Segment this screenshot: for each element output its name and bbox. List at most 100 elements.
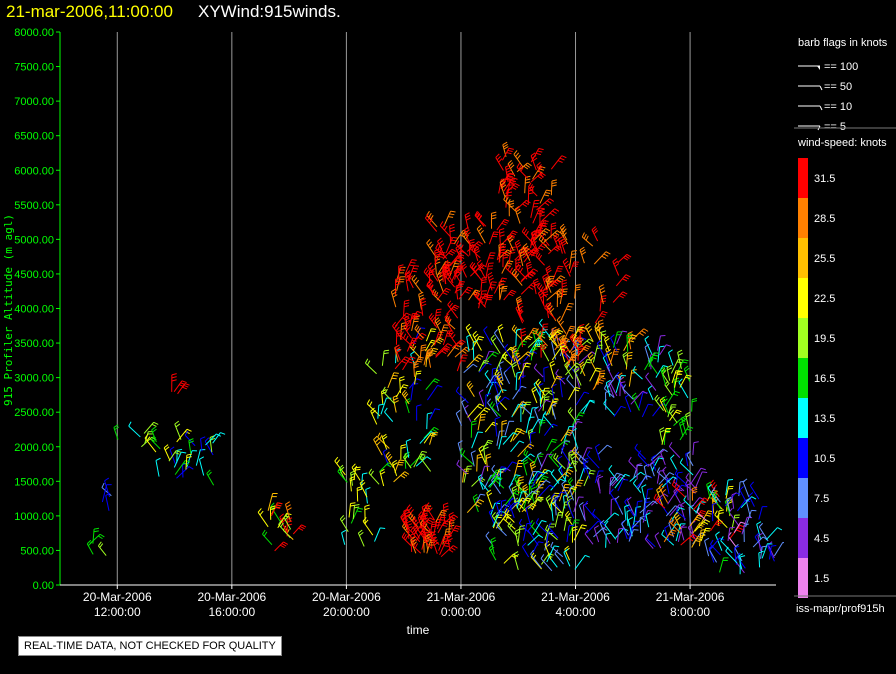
wind-barb [594,310,608,324]
wind-profile-plot: 0.00 500.00 1000.00 1500.00 2000.00 2500.00 30… [2,27,784,637]
wind-barb [480,276,488,292]
speed-scale-item: 19.5 [798,318,835,358]
wind-barb [429,432,439,445]
wind-barb [456,459,468,475]
wind-barb [709,479,720,498]
wind-barb [535,480,545,500]
wind-barb [503,369,511,385]
wind-barb [559,223,568,241]
wind-barb [602,354,611,372]
wind-barb [569,519,580,536]
speed-scale-label: 1.5 [814,573,829,585]
wind-barb [476,259,486,279]
x-tick-time: 12:00:00 [94,605,141,619]
wind-barb [568,450,574,467]
speed-swatch [798,158,808,198]
wind-barb [495,153,504,171]
wind-barb [715,531,723,551]
wind-barb [522,490,538,502]
wind-barb [628,456,638,471]
wind-barb [568,250,577,269]
wind-barb [400,331,415,349]
wind-barb [411,315,420,332]
wind-barb [364,504,370,524]
wind-barb [597,370,605,386]
wind-barb [540,343,546,358]
wind-barb [518,362,532,380]
y-tick-label: 500.00 [20,545,54,557]
vertical-grid [116,32,691,585]
wind-barb [553,452,566,470]
wind-barb [569,485,575,501]
wind-barb [392,394,399,413]
wind-barb [613,405,626,417]
wind-barb [564,361,574,379]
wind-barb [686,482,692,501]
wind-barb [516,162,528,179]
wind-barb [447,300,459,319]
wind-barb [570,452,577,472]
wind-barb [680,533,698,546]
wind-barb [631,392,640,411]
wind-barb [551,402,557,420]
wind-barb [503,177,518,192]
wind-barb [495,396,510,407]
speed-color-scale: 31.5 28.5 25.5 22.5 19.5 16.5 13.5 10.5 7.5 4.5 1.… [798,158,835,598]
wind-barb [352,504,360,520]
x-tick-date: 21-Mar-2006 [541,590,610,604]
wind-barb [527,186,534,205]
wind-barb [604,351,611,369]
wind-barb [739,486,747,502]
wind-barb [476,224,486,244]
wind-barb [660,366,667,386]
wind-barb [445,236,458,254]
wind-barb [669,409,682,422]
wind-barb [632,478,642,494]
wind-barb [511,268,523,286]
wind-barb [679,458,694,476]
wind-barb [679,426,694,441]
wind-barb [493,277,508,294]
wind-barb [364,358,377,375]
wind-barb [535,518,548,534]
wind-barb [530,199,540,218]
wind-barb [176,448,183,463]
wind-barb [398,264,404,280]
wind-barb [490,334,501,354]
wind-barb [390,288,398,308]
wind-barb [564,510,574,527]
wind-barb [679,524,685,541]
wind-barb [411,274,423,294]
wind-barb [463,363,478,374]
x-tick-date: 21-Mar-2006 [427,590,496,604]
wind-barb [368,468,380,485]
wind-barb [664,524,670,542]
wind-barb [557,236,565,254]
wind-barb [485,262,494,280]
x-tick-time: 8:00:00 [670,605,710,619]
wind-barb [504,420,515,436]
wind-barb [516,351,533,363]
wind-barb [411,517,421,534]
wind-barb [521,227,533,243]
speed-scale-item: 16.5 [798,358,835,398]
wind-barb [525,505,532,526]
wind-barb [668,349,674,366]
wind-barb [466,241,483,252]
wind-barb [686,450,694,467]
wind-barb [692,497,709,511]
wind-barb [546,279,561,290]
wind-barb [494,393,500,412]
wind-barb [564,545,571,561]
wind-barb [624,504,630,521]
wind-barb [551,383,557,401]
wind-barb [538,484,555,497]
x-tick-time: 16:00:00 [208,605,255,619]
x-tick-date: 21-Mar-2006 [656,590,725,604]
wind-barb [606,374,622,389]
wind-barb [733,521,746,533]
wind-barb [569,261,580,274]
wind-barb [89,533,105,544]
wind-barb [539,453,553,471]
wind-barb [406,504,417,523]
